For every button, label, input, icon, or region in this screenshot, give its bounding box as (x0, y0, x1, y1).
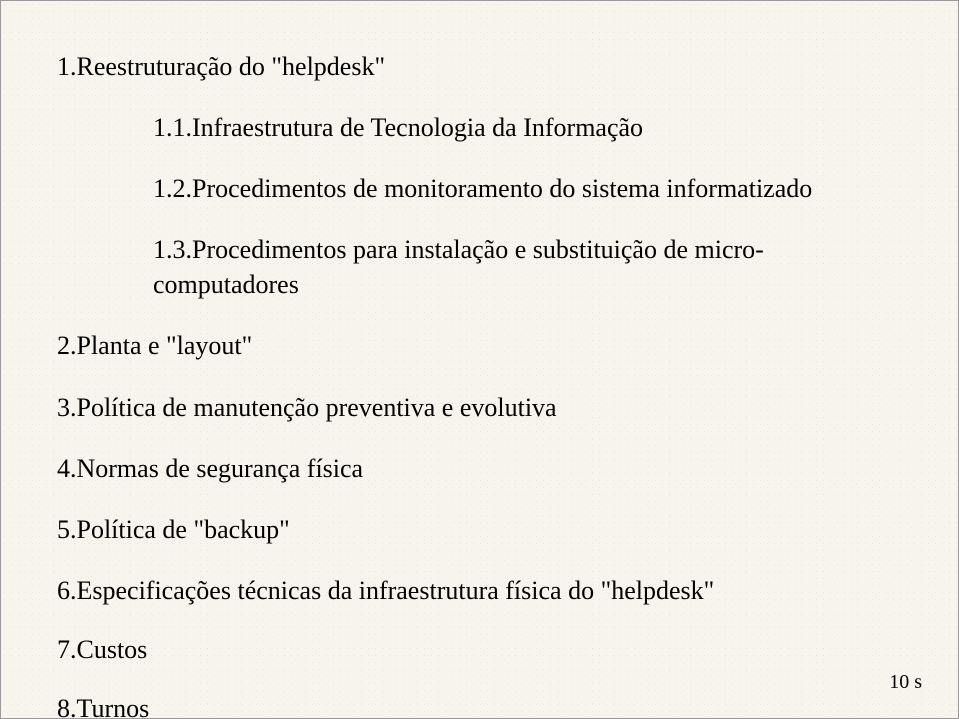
list-item: 8.Turnos (57, 691, 902, 719)
page-number: 10 s (889, 671, 922, 694)
list-item: 1.Reestruturação do "helpdesk" (57, 49, 902, 84)
list-item: 3.Política de manutenção preventiva e ev… (57, 390, 902, 425)
slide: 1.Reestruturação do "helpdesk" 1.1.Infra… (0, 0, 959, 719)
list-item: 1.2.Procedimentos de monitoramento do si… (57, 171, 902, 206)
list-item: 2.Planta e "layout" (57, 328, 902, 363)
list-item: 1.3.Procedimentos para instalação e subs… (57, 232, 902, 302)
content-list: 1.Reestruturação do "helpdesk" 1.1.Infra… (57, 49, 902, 719)
list-item: 5.Política de "backup" (57, 512, 902, 547)
list-item: 6.Especificações técnicas da infraestrut… (57, 573, 902, 608)
list-item: 1.1.Infraestrutura de Tecnologia da Info… (57, 110, 902, 145)
list-item: 4.Normas de segurança física (57, 451, 902, 486)
list-item: 7.Custos (57, 632, 902, 667)
